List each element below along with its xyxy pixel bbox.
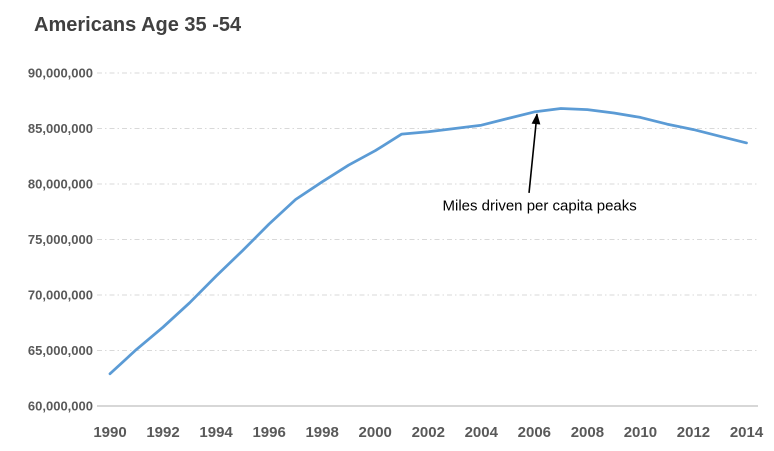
y-axis-tick-label: 70,000,000	[28, 288, 93, 303]
x-axis-tick-label: 2010	[624, 424, 657, 441]
x-axis-tick-label: 2012	[677, 424, 710, 441]
y-axis-tick-label: 75,000,000	[28, 232, 93, 247]
x-axis-tick-label: 2014	[730, 424, 764, 441]
x-axis-tick-label: 1994	[199, 424, 233, 441]
x-axis-tick-label: 1998	[305, 424, 338, 441]
x-axis-tick-label: 1996	[252, 424, 285, 441]
data-line	[108, 107, 748, 376]
x-axis-tick-label: 1990	[93, 424, 126, 441]
y-axis-tick-label: 90,000,000	[28, 66, 93, 81]
y-axis-tick-label: 85,000,000	[28, 121, 93, 136]
chart-title: Americans Age 35 -54	[34, 14, 242, 36]
x-axis-tick-label: 2006	[518, 424, 551, 441]
y-axis-tick-label: 80,000,000	[28, 177, 93, 192]
x-axis-tick-label: 2000	[359, 424, 392, 441]
y-axis-tick-label: 60,000,000	[28, 399, 93, 414]
annotation-text: Miles driven per capita peaks	[443, 198, 637, 215]
x-axis-tick-label: 2008	[571, 424, 604, 441]
x-axis-tick-label: 2002	[412, 424, 445, 441]
annotation-arrowhead-icon	[531, 113, 541, 125]
x-axis-tick-label: 2004	[465, 424, 499, 441]
y-axis-tick-label: 65,000,000	[28, 343, 93, 358]
annotation-arrow-line	[528, 113, 538, 193]
x-axis-tick-label: 1992	[146, 424, 179, 441]
